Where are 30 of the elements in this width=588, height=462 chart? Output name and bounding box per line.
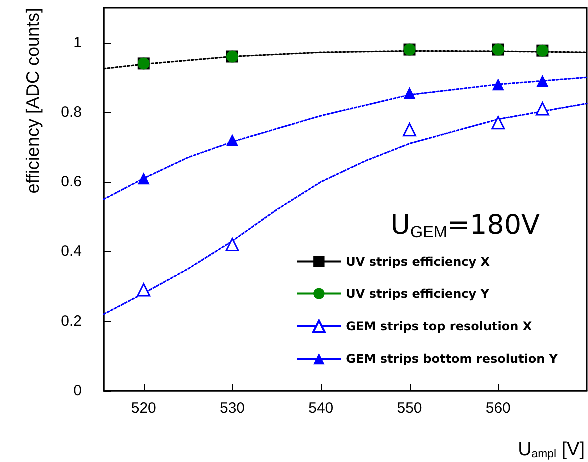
x-tick-label: 550 [397,400,422,417]
x-tick-label: 560 [486,400,511,417]
y-tick-label: 0.4 [61,243,82,260]
point [492,116,506,130]
y-tick-label: 0 [74,382,82,400]
point [137,283,151,297]
x-axis-title: Uampl [V] [518,439,586,460]
point [403,123,416,137]
y-tick-label: 0.8 [61,104,82,121]
point [138,172,150,185]
x-tick-label: 530 [220,400,246,417]
y-tick-label: 0.2 [61,312,82,330]
point [536,102,550,116]
point [404,87,416,100]
point [536,75,549,88]
legend-label: UV strips efficiency X [346,254,491,269]
legend-label: UV strips efficiency Y [346,286,490,301]
legend-label: GEM strips top resolution X [346,319,533,334]
point [226,238,240,252]
x-tick-label: 520 [131,400,156,417]
legend-label: GEM strips bottom resolution Y [346,352,558,366]
y-tick-label: 0.6 [61,174,82,191]
line-series [103,102,588,316]
x-tick-label: 540 [308,400,334,417]
y-axis-title: efficiency [ADC counts] [23,8,43,194]
annotation: UGEM=180V [390,210,541,242]
point [492,78,504,91]
y-tick-label: 1 [74,34,82,52]
point [226,134,239,146]
line-series [103,76,588,200]
